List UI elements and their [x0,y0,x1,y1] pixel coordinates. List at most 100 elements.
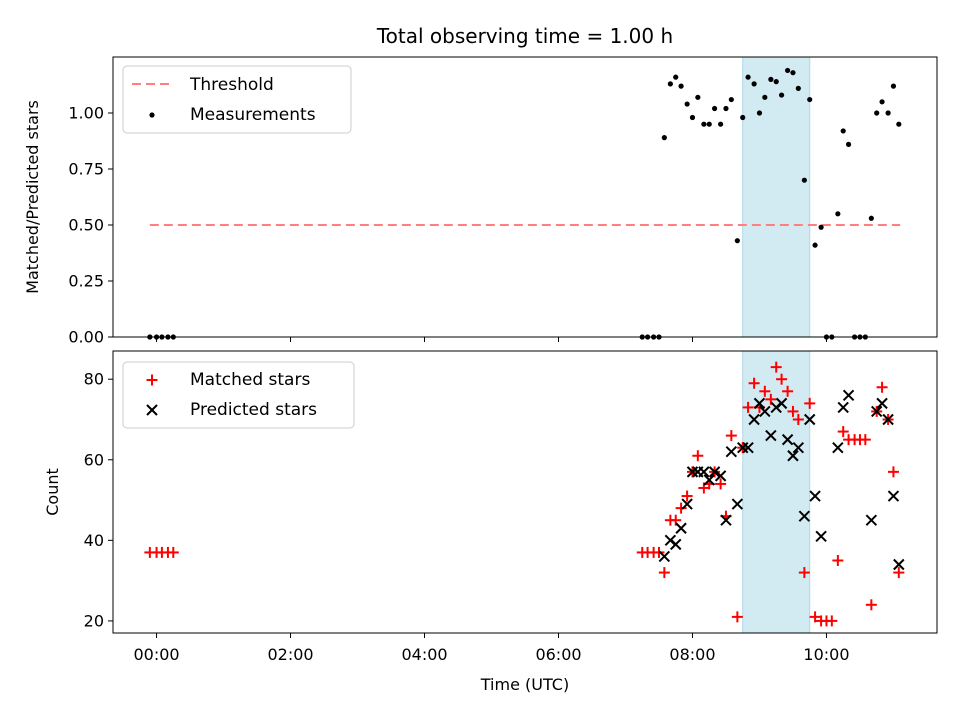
predicted-star-marker [681,498,693,510]
matched-star-marker [658,567,670,579]
matched-star-marker [832,554,844,566]
measurement-point [661,135,667,141]
measurement-point [756,110,763,116]
measurement-point [768,76,774,82]
predicted-star-marker [798,510,811,522]
predicted-star-marker [759,405,771,418]
measurement-point [874,110,880,116]
predicted-star-marker [742,441,754,454]
matched-star-marker [787,405,799,417]
matched-star-marker [887,466,899,478]
measurement-point [812,242,818,248]
matched-star-marker [731,611,743,623]
predicted-star-markers [658,389,905,571]
legend-measurements-label: Measurements [190,105,316,125]
measurement-point [840,128,846,134]
predicted-star-marker [871,405,883,418]
y-tick-label: 0.00 [68,328,104,347]
measurement-point [801,177,807,183]
measurement-point [885,110,891,116]
predicted-star-marker [698,466,710,478]
y-tick-label: 60 [84,450,104,469]
matched-star-marker [809,611,821,623]
matched-star-marker [681,490,693,502]
predicted-star-marker [658,550,671,563]
y-tick-label: 0.25 [68,272,104,291]
matched-star-marker [167,546,179,558]
x-tick-label: 04:00 [401,645,447,664]
measurement-point [673,74,679,80]
measurement-point [845,141,852,147]
predicted-star-marker [748,413,760,426]
predicted-star-marker [781,433,794,446]
predicted-star-marker [714,470,727,482]
ratio-panel: 0.00 0.25 0.50 0.75 1.00 Matched/Predicted s… [23,56,938,347]
predicted-star-marker [865,514,878,526]
measurement-point [795,85,801,91]
measurement-point [701,121,707,127]
predicted-star-marker [804,413,816,426]
predicted-star-marker [887,490,900,502]
measurement-point [711,105,718,112]
matched-star-marker [748,377,760,389]
predicted-star-marker [882,413,894,426]
predicted-star-marker [675,522,687,534]
legend-threshold-label: Threshold [189,75,274,95]
legend-predicted-swatch [146,404,158,416]
measurement-point [667,81,673,87]
measurement-point [890,83,897,89]
x-axis-ticks [156,337,827,342]
predicted-star-marker [842,389,855,402]
matched-star-marker [675,502,687,514]
predicted-star-marker [832,441,844,454]
predicted-star-marker [703,474,715,486]
predicted-star-marker [708,466,721,478]
measurement-point [723,105,729,112]
legend-box [122,65,352,134]
measurement-point [689,114,696,121]
plot-frame [112,56,938,338]
y-axis-ticks: 20 40 60 80 [84,370,113,630]
measurement-point [773,79,779,85]
x-tick-label: 06:00 [535,645,581,664]
plot-frame [112,350,938,634]
matched-star-marker [725,430,737,442]
legend-box [122,361,355,429]
y-tick-label: 1.00 [68,104,104,123]
matched-star-marker [865,599,877,611]
predicted-star-marker [792,441,805,454]
predicted-star-marker [720,514,732,526]
measurement-point [706,121,712,127]
matched-star-marker [759,385,771,397]
predicted-star-marker [809,490,821,502]
measurement-point [695,94,701,100]
y-tick-label: 80 [84,370,104,389]
predicted-star-marker [775,397,788,410]
measurement-point [728,96,734,103]
legend: Matched stars Predicted stars [122,361,355,429]
measurement-point [684,101,690,107]
measurement-point [896,121,902,127]
measurement-point [807,96,813,103]
matched-star-marker [798,567,810,579]
measurement-point [762,94,768,100]
highlight-span [742,56,811,338]
predicted-star-marker [670,538,682,551]
x-axis-label: Time (UTC) [480,675,569,694]
matched-star-marker [715,478,727,490]
measurement-point [835,211,841,217]
predicted-star-marker [837,401,849,414]
x-tick-label: 08:00 [669,645,715,664]
predicted-star-marker [731,498,744,510]
matched-star-marker [692,450,704,462]
legend-matched-label: Matched stars [190,370,310,390]
measurement-point [785,67,791,74]
predicted-star-marker [725,446,738,458]
x-tick-label: 10:00 [803,645,849,664]
measurement-point [868,215,874,221]
y-tick-label: 0.50 [68,216,104,235]
matched-star-marker [893,567,905,579]
y-tick-label: 0.75 [68,160,104,179]
